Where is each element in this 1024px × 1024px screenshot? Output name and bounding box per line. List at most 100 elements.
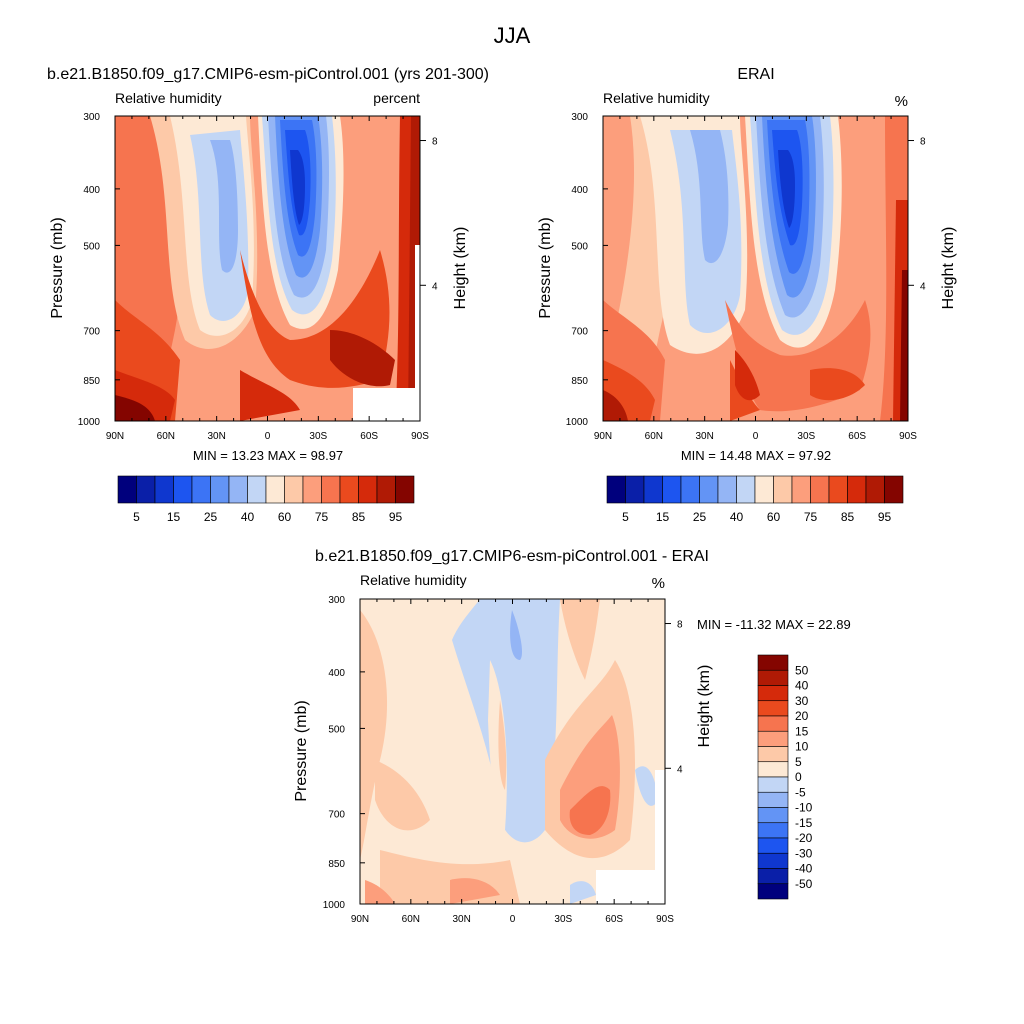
- x-tick-label: 60N: [157, 431, 175, 442]
- colorbar-label: -40: [795, 862, 813, 876]
- y-axis-right-label: Height (km): [940, 227, 957, 310]
- colorbar-label: 25: [693, 510, 707, 524]
- colorbar-swatch: [173, 475, 193, 504]
- y-tick-label: 1000: [78, 417, 101, 428]
- y-tick-label: 400: [328, 668, 345, 679]
- x-tick-label: 60S: [848, 431, 866, 442]
- colorbar-label: 5: [795, 755, 802, 769]
- colorbar-swatch: [339, 475, 359, 504]
- x-tick-label: 90S: [656, 914, 674, 925]
- x-tick-label: 60N: [402, 914, 420, 925]
- panel-left-label: Relative humidity: [603, 90, 710, 106]
- y-tick-label: 500: [328, 724, 345, 735]
- y-axis-right-label: Height (km): [452, 227, 469, 310]
- y-tick-label: 400: [83, 185, 100, 196]
- y-axis-label: Pressure (mb): [537, 217, 554, 318]
- colorbar-swatch: [680, 475, 700, 504]
- colorbar-label: 40: [795, 679, 809, 693]
- y-tick-label: 700: [83, 327, 100, 338]
- y-right-tick-label: 4: [677, 764, 683, 775]
- axis-ticks: 90N 60N 30N 0 30S 60S 90S 300 400 500 700 850 1000 8 4: [78, 112, 438, 442]
- colorbar-label: 5: [622, 510, 629, 524]
- colorbar-swatch: [757, 822, 789, 839]
- colorbar-swatch: [757, 837, 789, 854]
- axis-ticks: 90N 60N 30N 0 30S 60S 90S 300 400 500 700 850 1000 8 4: [566, 112, 926, 442]
- y-tick-label: 300: [571, 112, 588, 123]
- colorbar-swatch: [757, 852, 789, 869]
- colorbar-swatch: [210, 475, 230, 504]
- colorbar-swatch: [791, 475, 811, 504]
- y-tick-label: 400: [571, 185, 588, 196]
- colorbar-swatch: [757, 746, 789, 763]
- colorbar-label: -15: [795, 816, 813, 830]
- y-tick-label: 700: [571, 327, 588, 338]
- colorbar-swatch: [699, 475, 719, 504]
- y-tick-label: 1000: [566, 417, 589, 428]
- panel-model: b.e21.B1850.f09_g17.CMIP6-esm-piControl.…: [47, 66, 489, 524]
- colorbar-swatch: [302, 475, 322, 504]
- x-tick-label: 30S: [554, 914, 572, 925]
- y-right-tick-label: 8: [677, 620, 683, 631]
- colorbar-label: 50: [795, 663, 809, 677]
- colorbar-label: 10: [795, 740, 809, 754]
- colorbar-swatch: [757, 791, 789, 808]
- colorbar-swatch: [757, 761, 789, 778]
- colorbar-swatch: [228, 475, 248, 504]
- x-tick-label: 30N: [695, 431, 713, 442]
- colorbar-label: 15: [795, 724, 809, 738]
- colorbar-label: 40: [241, 510, 255, 524]
- x-tick-label: 90S: [899, 431, 917, 442]
- colorbar-label: 95: [389, 510, 403, 524]
- figure-title: JJA: [494, 23, 531, 48]
- colorbar-label: 40: [730, 510, 744, 524]
- colorbar-swatch: [662, 475, 682, 504]
- colorbar-swatch: [395, 475, 415, 504]
- contour-field: [603, 116, 908, 421]
- colorbar-swatch: [757, 715, 789, 732]
- colorbar-swatch: [757, 807, 789, 824]
- panel-title: b.e21.B1850.f09_g17.CMIP6-esm-piControl.…: [315, 548, 709, 565]
- y-axis-label: Pressure (mb): [293, 700, 310, 801]
- colorbar: 5 15 25 40 60 75 85 95: [117, 475, 415, 524]
- panel-right-label: percent: [373, 90, 420, 106]
- colorbar-label: 75: [804, 510, 818, 524]
- panel-left-label: Relative humidity: [115, 90, 222, 106]
- colorbar-swatch: [247, 475, 267, 504]
- colorbar-swatch: [321, 475, 341, 504]
- colorbar-label: 5: [133, 510, 140, 524]
- colorbar-swatch: [773, 475, 793, 504]
- colorbar-swatch: [606, 475, 626, 504]
- colorbar-swatch: [358, 475, 378, 504]
- x-tick-label: 0: [510, 914, 516, 925]
- y-axis-label: Pressure (mb): [49, 217, 66, 318]
- colorbar-label: 95: [878, 510, 892, 524]
- panel-difference: b.e21.B1850.f09_g17.CMIP6-esm-piControl.…: [293, 548, 851, 925]
- x-tick-label: 60S: [605, 914, 623, 925]
- x-tick-label: 30N: [452, 914, 470, 925]
- colorbar-label: 75: [315, 510, 329, 524]
- colorbar-swatch: [757, 868, 789, 885]
- y-right-tick-label: 8: [920, 137, 926, 148]
- contour-field: [115, 116, 420, 421]
- contour-field: [360, 599, 665, 904]
- y-right-tick-label: 4: [432, 281, 438, 292]
- y-tick-label: 300: [83, 112, 100, 123]
- min-max-stats: MIN = -11.32 MAX = 22.89: [697, 617, 851, 632]
- x-tick-label: 0: [265, 431, 271, 442]
- y-tick-label: 850: [83, 376, 100, 387]
- colorbar-swatch: [717, 475, 737, 504]
- colorbar-label: 15: [656, 510, 670, 524]
- min-max-stats: MIN = 13.23 MAX = 98.97: [193, 448, 343, 463]
- x-tick-label: 90N: [106, 431, 124, 442]
- y-tick-label: 500: [83, 241, 100, 252]
- x-tick-label: 60N: [645, 431, 663, 442]
- colorbar-label: -50: [795, 877, 813, 891]
- colorbar-swatch: [757, 883, 789, 900]
- colorbar-swatch: [828, 475, 848, 504]
- y-right-tick-label: 4: [920, 281, 926, 292]
- colorbar-swatch: [154, 475, 174, 504]
- colorbar-swatch: [757, 685, 789, 702]
- panel-right-label: %: [652, 575, 665, 592]
- x-tick-label: 90N: [594, 431, 612, 442]
